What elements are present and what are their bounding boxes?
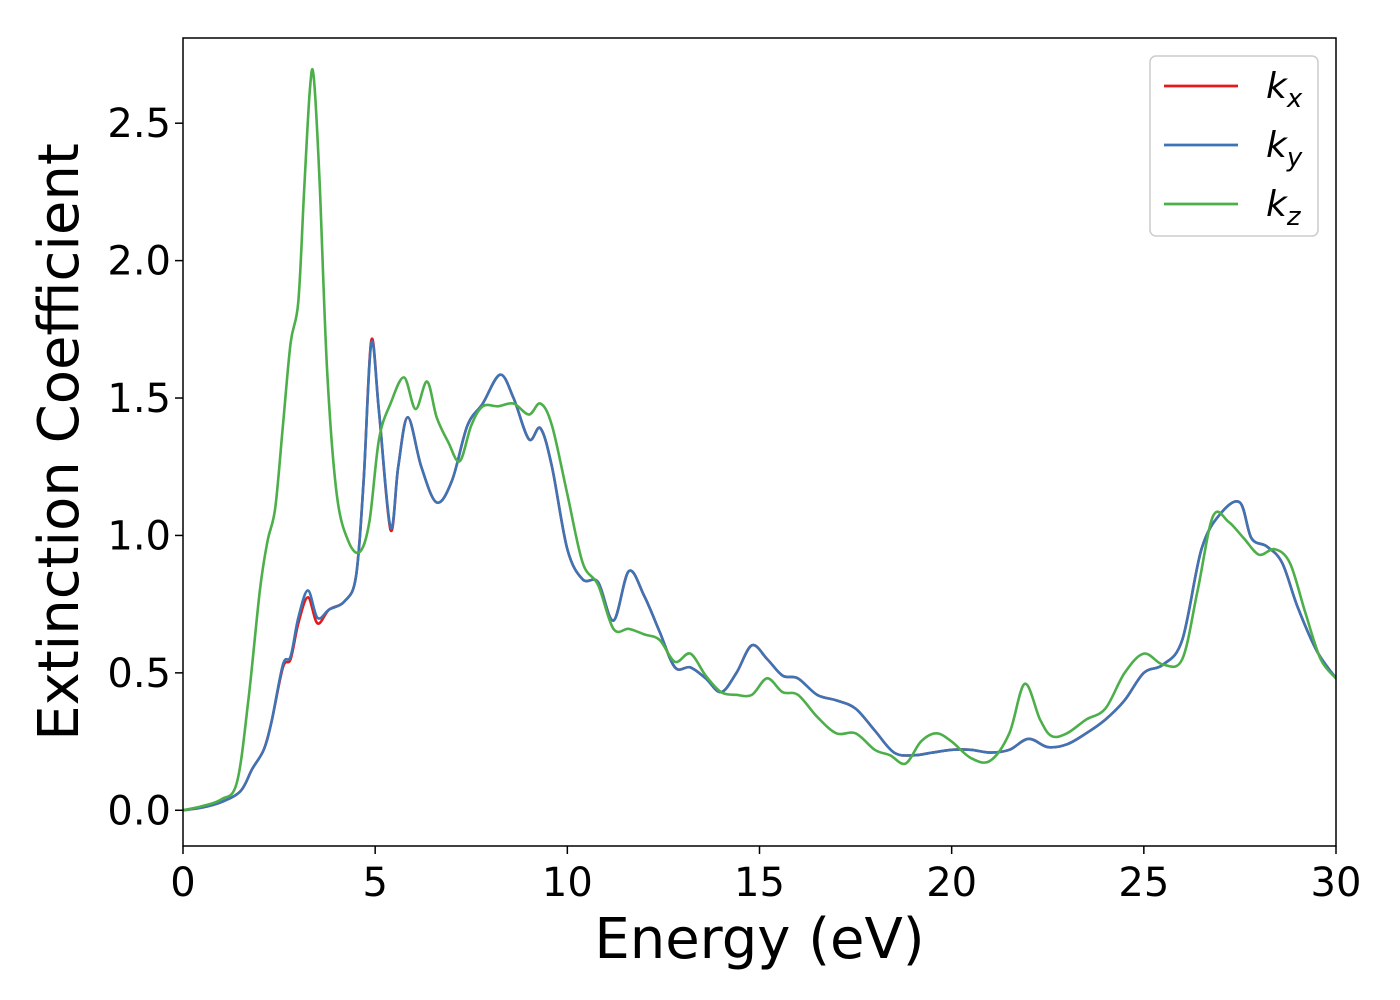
series-line-k-z	[183, 68, 1336, 812]
y-tick-label: 1.5	[107, 376, 171, 422]
x-tick-label: 20	[926, 860, 977, 906]
x-tick-label: 25	[1118, 860, 1169, 906]
x-axis-title: Energy (eV)	[594, 907, 924, 972]
x-axis: 0 5 10 15 20 25 30	[170, 846, 1361, 906]
x-tick-label: 5	[362, 860, 387, 906]
y-axis-title: Extinction Coefficient	[27, 143, 92, 741]
legend-label-y: ky	[1266, 125, 1303, 173]
y-tick-label: 2.0	[107, 239, 171, 285]
x-tick-label: 30	[1311, 860, 1362, 906]
legend-label-x: kx	[1266, 66, 1303, 114]
series-layer	[183, 68, 1336, 812]
y-tick-label: 0.0	[107, 788, 171, 834]
x-tick-label: 0	[170, 860, 195, 906]
y-tick-label: 2.5	[107, 101, 171, 147]
series-line-k-y	[183, 340, 1336, 812]
y-axis: 0.0 0.5 1.0 1.5 2.0 2.5	[107, 101, 183, 834]
x-tick-label: 10	[542, 860, 593, 906]
y-tick-label: 0.5	[107, 651, 171, 697]
y-tick-label: 1.0	[107, 513, 171, 559]
legend: kx ky kz	[1149, 55, 1319, 237]
legend-label-z: kz	[1266, 184, 1302, 232]
x-tick-label: 15	[734, 860, 785, 906]
